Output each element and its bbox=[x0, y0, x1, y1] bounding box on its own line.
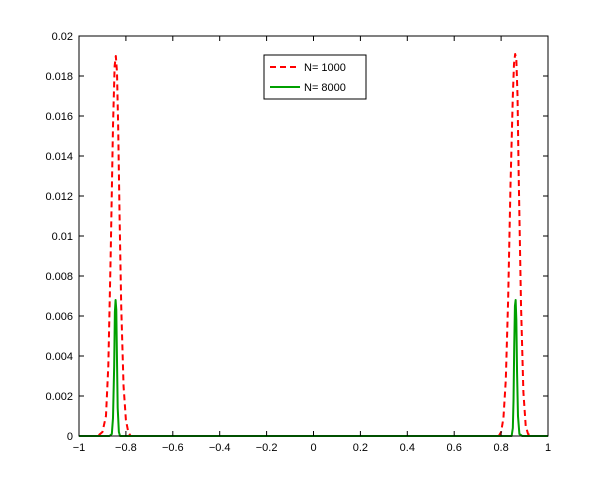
x-tick-label: 1 bbox=[545, 442, 551, 454]
y-tick-label: 0.006 bbox=[45, 311, 73, 323]
y-tick-label: 0.016 bbox=[45, 111, 73, 123]
y-tick-label: 0.014 bbox=[45, 151, 73, 163]
y-tick-label: 0.002 bbox=[45, 391, 73, 403]
x-tick-label: −0.2 bbox=[256, 442, 278, 454]
legend-box bbox=[263, 54, 367, 100]
x-tick-label: −1 bbox=[73, 442, 86, 454]
legend-label-n8000: N= 8000 bbox=[304, 82, 346, 94]
x-tick-label: 0 bbox=[310, 442, 316, 454]
y-tick-label: 0.008 bbox=[45, 271, 73, 283]
y-tick-label: 0.004 bbox=[45, 351, 73, 363]
x-tick-label: 0.2 bbox=[353, 442, 368, 454]
legend-label-n1000: N= 1000 bbox=[304, 62, 346, 74]
y-tick-label: 0.02 bbox=[52, 31, 73, 43]
y-tick-label: 0.018 bbox=[45, 71, 73, 83]
y-tick-label: 0.01 bbox=[52, 231, 73, 243]
x-tick-label: −0.6 bbox=[162, 442, 184, 454]
tick-layer: −1 −0.8 −0.6 −0.4 −0.2 0 0.2 0.4 0.6 0.8 1 0 0.002 0.… bbox=[45, 31, 551, 454]
x-tick-label: 0.6 bbox=[447, 442, 462, 454]
y-tick-label: 0.012 bbox=[45, 191, 73, 203]
x-tick-label: −0.8 bbox=[115, 442, 137, 454]
y-tick-label: 0 bbox=[67, 431, 73, 443]
x-tick-label: 0.8 bbox=[493, 442, 508, 454]
x-tick-label: −0.4 bbox=[209, 442, 231, 454]
legend: N= 1000 N= 8000 bbox=[263, 54, 367, 100]
x-tick-label: 0.4 bbox=[400, 442, 415, 454]
